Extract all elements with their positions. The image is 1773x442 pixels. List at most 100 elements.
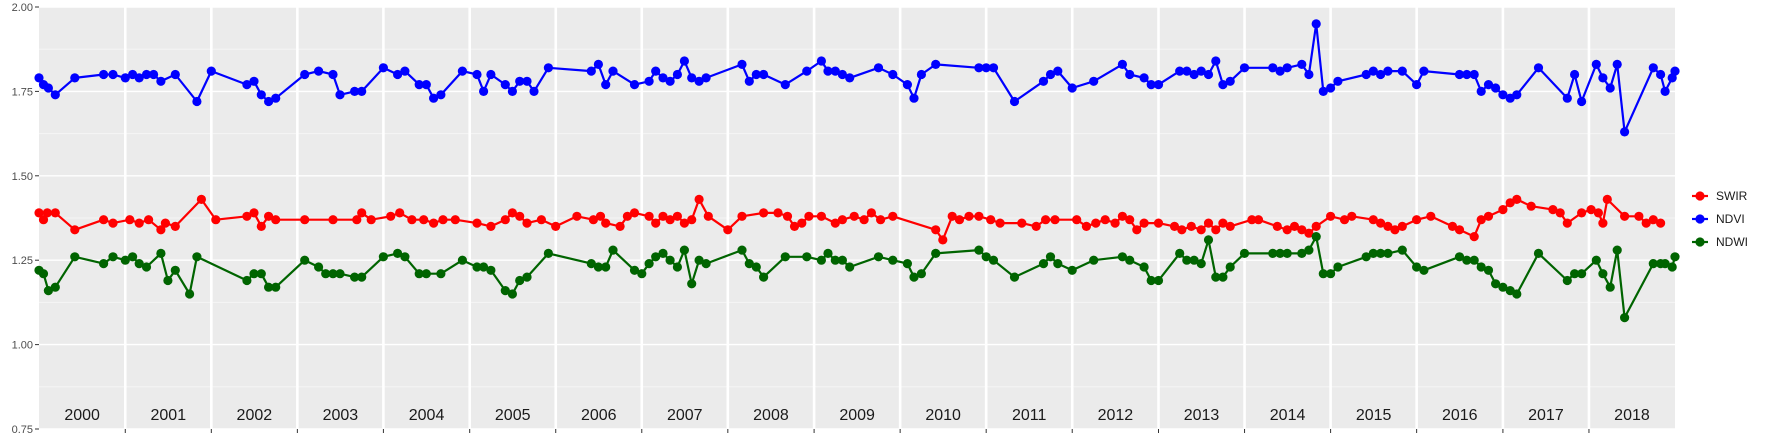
data-point-ndvi — [436, 90, 446, 100]
data-point-ndvi — [350, 86, 360, 96]
data-point-ndvi — [974, 63, 984, 73]
data-point-swir — [1476, 215, 1486, 225]
data-point-swir — [866, 208, 877, 218]
data-point-ndvi — [192, 96, 202, 107]
year-label: 2011 — [1012, 407, 1047, 424]
data-point-swir — [99, 215, 109, 225]
data-point-swir — [34, 208, 44, 218]
data-point-swir — [1412, 215, 1422, 225]
data-point-ndwi — [694, 255, 704, 265]
data-point-swir — [507, 208, 517, 218]
data-point-swir — [859, 215, 869, 225]
data-point-ndvi — [845, 73, 855, 83]
data-point-swir — [1593, 208, 1603, 218]
data-point-ndvi — [1469, 69, 1479, 80]
data-point-ndvi — [1139, 73, 1149, 83]
data-point-swir — [486, 221, 496, 231]
data-point-ndvi — [1660, 86, 1670, 96]
data-point-ndvi — [658, 73, 668, 83]
data-point-ndwi — [751, 262, 761, 272]
data-point-ndwi — [500, 286, 510, 296]
data-point-ndwi — [1376, 248, 1386, 258]
data-point-ndvi — [1067, 83, 1077, 93]
data-point-ndwi — [50, 282, 60, 292]
data-point-ndwi — [1275, 248, 1285, 258]
data-point-ndwi — [1533, 248, 1544, 258]
data-point-ndwi — [593, 262, 604, 272]
data-point-swir — [1211, 225, 1221, 235]
y-axis: 0.75 1.00 1.25 1.50 1.75 2.00 — [12, 2, 39, 436]
data-point-swir — [256, 221, 266, 231]
data-point-ndwi — [1512, 289, 1522, 299]
data-point-ndwi — [601, 262, 611, 272]
data-point-swir — [1555, 208, 1565, 218]
data-point-ndwi — [1454, 252, 1465, 262]
data-point-ndvi — [34, 73, 44, 83]
data-point-ndwi — [1419, 265, 1429, 275]
data-point-ndvi — [888, 69, 898, 80]
data-point-ndwi — [637, 269, 647, 279]
data-point-swir — [1177, 225, 1187, 235]
data-point-swir — [986, 215, 996, 225]
data-point-ndvi — [414, 80, 424, 90]
data-point-ndvi — [1189, 69, 1199, 80]
data-point-swir — [888, 211, 898, 221]
data-point-ndwi — [1318, 269, 1328, 279]
data-point-ndvi — [1239, 63, 1250, 73]
data-point-ndwi — [120, 255, 130, 265]
data-point-ndvi — [837, 69, 848, 80]
data-point-ndwi — [170, 265, 180, 275]
data-point-ndvi — [1397, 66, 1407, 76]
data-point-swir — [1196, 225, 1206, 235]
year-label: 2012 — [1098, 407, 1134, 424]
data-point-ndwi — [1153, 275, 1164, 286]
data-point-swir — [954, 215, 965, 225]
data-point-ndwi — [99, 259, 109, 269]
data-point-ndvi — [1462, 69, 1472, 80]
data-point-ndvi — [271, 93, 281, 103]
data-point-ndwi — [737, 245, 747, 255]
data-point-ndwi — [1045, 252, 1056, 262]
data-point-ndwi — [414, 269, 424, 279]
series-layer — [34, 19, 1680, 323]
data-point-ndwi — [1117, 252, 1127, 262]
data-point-swir — [974, 211, 984, 221]
data-point-swir — [515, 211, 525, 221]
year-label: 2001 — [151, 407, 187, 424]
data-point-ndvi — [916, 69, 927, 80]
data-point-ndvi — [1225, 76, 1235, 86]
data-point-ndwi — [1211, 272, 1221, 282]
year-label: 2016 — [1442, 407, 1478, 424]
data-point-swir — [1304, 228, 1314, 238]
data-point-ndwi — [1189, 255, 1199, 265]
data-point-swir — [947, 211, 957, 221]
data-point-swir — [995, 218, 1005, 228]
data-point-ndwi — [679, 245, 690, 255]
data-point-swir — [1620, 211, 1630, 221]
data-point-ndvi — [902, 80, 913, 90]
data-point-ndvi — [780, 80, 790, 90]
data-point-ndvi — [759, 69, 769, 80]
data-point-swir — [1132, 225, 1142, 235]
data-point-ndwi — [981, 252, 991, 262]
data-point-ndwi — [479, 262, 489, 272]
data-point-ndwi — [192, 252, 202, 262]
data-point-swir — [125, 215, 135, 225]
data-point-ndwi — [974, 245, 984, 255]
data-point-ndvi — [149, 69, 159, 80]
data-point-ndwi — [1053, 259, 1063, 269]
data-point-ndvi — [500, 80, 510, 90]
data-point-ndwi — [1225, 262, 1235, 272]
data-point-ndvi — [378, 63, 388, 73]
data-point-swir — [522, 218, 532, 228]
year-label: 2000 — [64, 407, 100, 424]
data-point-ndwi — [271, 282, 281, 292]
data-point-swir — [723, 225, 733, 235]
data-point-swir — [1017, 218, 1027, 228]
data-point-ndwi — [1620, 313, 1630, 323]
data-point-ndvi — [1419, 66, 1429, 76]
data-point-swir — [1218, 218, 1228, 228]
data-point-swir — [1091, 218, 1101, 228]
data-point-swir — [615, 221, 625, 231]
data-point-swir — [242, 211, 252, 221]
